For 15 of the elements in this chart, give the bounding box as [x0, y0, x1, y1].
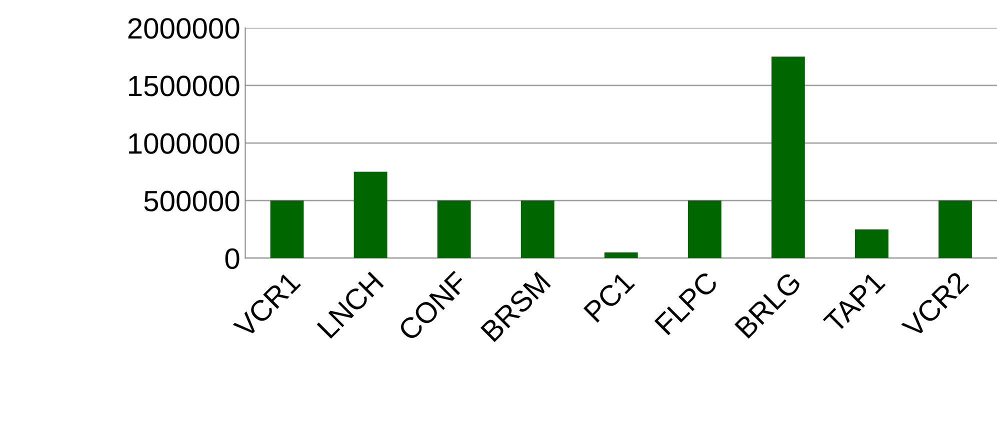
y-tick-label: 0: [225, 248, 240, 269]
y-tick-label: 500000: [144, 190, 240, 212]
bar: [270, 200, 304, 258]
bar: [437, 200, 471, 258]
y-tick-label: 2000000: [128, 18, 240, 39]
bar: [520, 200, 554, 258]
bar: [855, 229, 888, 258]
y-tick-label: 1500000: [129, 76, 240, 96]
x-tick-label: PC1: [583, 270, 636, 323]
bar: [354, 172, 388, 258]
bar: [771, 56, 805, 258]
bar: [938, 200, 972, 258]
bar: [604, 252, 638, 258]
y-tick-label: 1000000: [129, 133, 240, 154]
bar: [688, 200, 722, 258]
